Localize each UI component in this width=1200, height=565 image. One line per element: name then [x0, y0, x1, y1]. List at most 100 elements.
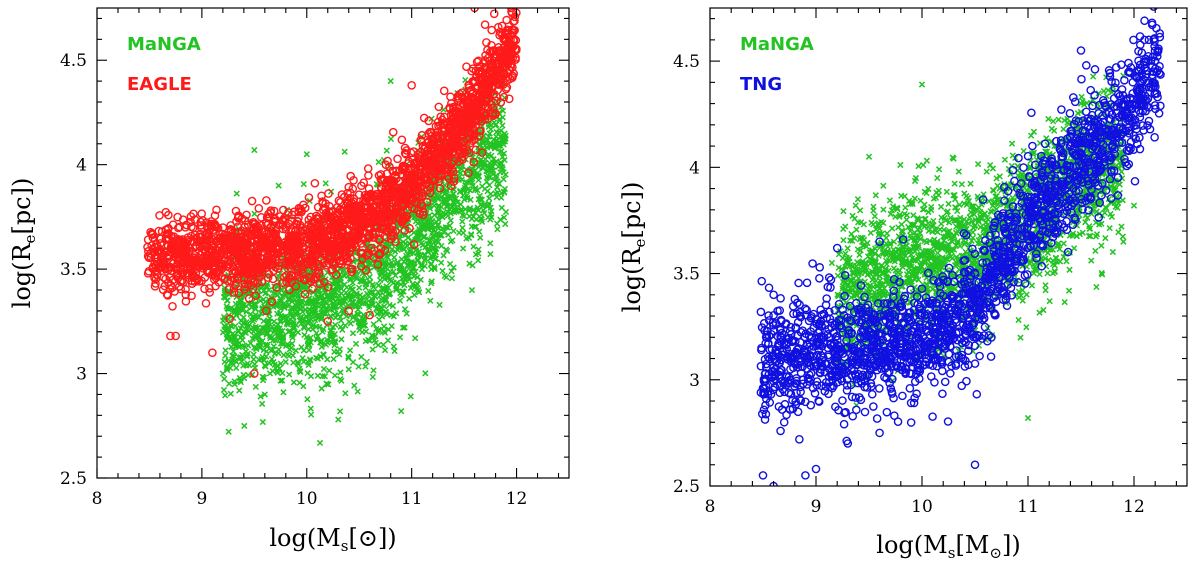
x-tick-label: 11	[401, 489, 423, 509]
marker-manga	[470, 213, 477, 220]
marker-manga	[377, 272, 384, 279]
marker-eagle	[489, 9, 499, 19]
marker-manga	[256, 344, 264, 352]
marker-manga	[256, 338, 263, 346]
marker-manga	[384, 337, 392, 344]
marker-manga	[277, 327, 284, 335]
marker-manga	[280, 351, 287, 359]
marker-manga	[937, 203, 945, 210]
marker-manga	[318, 292, 325, 299]
marker-manga	[1098, 242, 1105, 249]
marker-manga	[292, 347, 299, 354]
x-tick-label: 8	[92, 489, 103, 509]
marker-manga	[432, 255, 439, 262]
marker-manga	[296, 317, 303, 324]
marker-manga	[250, 356, 257, 363]
marker-manga	[391, 347, 398, 355]
marker-manga	[229, 360, 236, 367]
marker-manga	[461, 196, 468, 203]
marker-manga	[404, 257, 411, 265]
marker-manga	[500, 214, 508, 221]
marker-manga	[407, 284, 414, 292]
marker-manga	[261, 303, 268, 310]
marker-manga	[347, 320, 354, 327]
marker-manga	[383, 147, 390, 154]
y-tick-label: 4	[76, 156, 87, 176]
marker-manga	[399, 324, 407, 331]
marker-manga	[227, 390, 234, 397]
marker-manga	[499, 122, 506, 129]
marker-manga	[475, 246, 482, 253]
marker-manga	[459, 212, 466, 219]
marker-manga	[388, 278, 395, 285]
marker-manga	[502, 220, 509, 228]
marker-manga	[485, 200, 492, 207]
marker-manga	[450, 227, 457, 235]
marker-eagle	[310, 178, 320, 188]
marker-manga	[306, 298, 314, 305]
marker-manga	[422, 370, 429, 377]
marker-manga	[309, 326, 316, 333]
marker-manga	[370, 321, 377, 328]
marker-manga	[413, 237, 421, 244]
marker-manga	[983, 168, 990, 175]
marker-manga	[320, 365, 328, 373]
marker-manga	[380, 341, 387, 348]
marker-manga	[290, 379, 298, 386]
marker-manga	[257, 297, 264, 304]
marker-manga	[401, 324, 408, 331]
marker-manga	[288, 332, 296, 339]
marker-eagle	[407, 80, 416, 90]
marker-manga	[406, 295, 413, 302]
marker-manga	[403, 310, 410, 317]
marker-manga	[231, 378, 238, 385]
marker-manga	[300, 180, 307, 188]
marker-manga	[370, 264, 377, 271]
marker-manga	[316, 439, 324, 447]
marker-manga	[497, 159, 504, 166]
marker-manga	[275, 182, 282, 189]
marker-manga	[421, 251, 429, 258]
marker-manga	[326, 367, 333, 374]
marker-manga	[298, 298, 305, 305]
marker-manga	[323, 306, 330, 314]
marker-eagle	[171, 331, 180, 341]
marker-manga	[361, 322, 369, 329]
marker-manga	[840, 237, 847, 244]
marker-manga	[322, 341, 330, 348]
marker-manga	[259, 418, 266, 426]
marker-manga	[450, 198, 457, 205]
marker-manga	[234, 341, 242, 348]
marker-manga	[398, 408, 405, 415]
marker-manga	[231, 353, 238, 360]
marker-manga	[337, 323, 344, 330]
marker-manga	[463, 235, 470, 242]
marker-manga	[396, 297, 404, 304]
marker-manga	[444, 224, 451, 231]
marker-manga	[489, 170, 496, 178]
marker-manga	[474, 257, 482, 264]
marker-manga	[436, 301, 443, 309]
marker-manga	[388, 259, 395, 266]
marker-manga	[422, 244, 429, 251]
marker-manga	[249, 318, 256, 325]
marker-manga	[263, 343, 271, 350]
marker-eagle	[363, 164, 373, 173]
marker-manga	[1090, 73, 1097, 80]
marker-manga	[499, 136, 507, 143]
marker-manga	[262, 290, 269, 297]
marker-manga	[477, 157, 484, 164]
marker-eagle	[480, 20, 490, 30]
marker-manga	[1106, 225, 1113, 232]
marker-manga	[254, 329, 262, 336]
marker-manga	[476, 228, 483, 235]
marker-manga	[222, 352, 229, 359]
marker-manga	[427, 280, 435, 287]
marker-manga	[274, 369, 281, 376]
marker-manga	[267, 335, 274, 342]
marker-manga	[351, 382, 358, 389]
marker-manga	[321, 373, 329, 380]
marker-manga	[307, 405, 314, 412]
marker-manga	[252, 334, 259, 341]
marker-manga	[1093, 283, 1100, 291]
